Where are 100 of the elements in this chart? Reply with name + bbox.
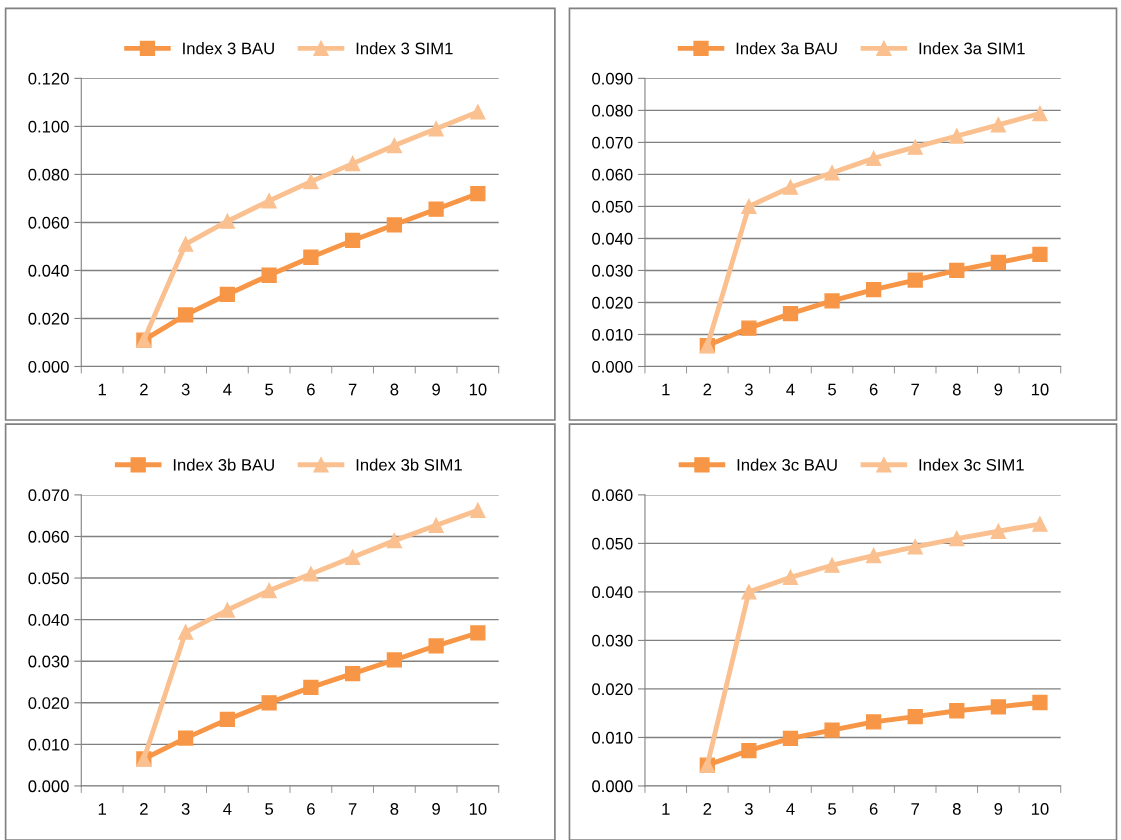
point: [303, 566, 319, 582]
x-tick-label: 9: [432, 383, 440, 396]
x-tick-label: 6: [307, 383, 315, 396]
y-tick-label: 0.040: [28, 264, 69, 277]
point: [741, 198, 757, 215]
point: [386, 217, 403, 233]
point: [990, 254, 1006, 271]
x-tick-label: 3: [744, 383, 753, 396]
point: [949, 530, 965, 547]
x-tick-label: 10: [1031, 383, 1049, 396]
y-tick-label: 0.060: [28, 216, 69, 229]
point: [741, 742, 757, 759]
x-tick-label: 6: [869, 803, 878, 815]
x-tick-label: 7: [348, 383, 357, 396]
y-tick-label: 0.020: [592, 296, 633, 309]
point: [219, 602, 236, 618]
x-tick-label: 4: [786, 383, 795, 396]
x-tick-label: 2: [703, 803, 712, 815]
point: [177, 624, 194, 640]
point: [219, 286, 236, 303]
point: [219, 213, 236, 229]
point: [303, 679, 319, 696]
x-tick-label: 1: [662, 803, 670, 815]
x-tick-label: 2: [140, 803, 148, 815]
point: [782, 569, 799, 585]
y-tick-label: 0.070: [592, 136, 633, 149]
point: [949, 128, 965, 144]
x-tick-label: 10: [1031, 803, 1049, 815]
y-tick-label: 0.060: [592, 168, 633, 181]
x-tick-label: 3: [744, 803, 753, 815]
x-tick-label: 3: [181, 383, 190, 396]
point: [741, 584, 757, 600]
point: [1032, 516, 1048, 532]
y-tick-label: 0.010: [592, 328, 633, 341]
x-tick-label: 2: [703, 383, 712, 396]
x-tick-label: 8: [390, 383, 399, 396]
y-tick-label: 0.080: [28, 168, 69, 181]
point: [824, 722, 840, 738]
y-tick-label: 0.120: [28, 72, 69, 85]
point: [261, 193, 277, 209]
y-tick-label: 0.000: [592, 360, 633, 373]
legend-label: Index 3a BAU: [736, 42, 837, 55]
x-tick-label: 1: [98, 803, 106, 815]
point: [949, 703, 965, 719]
point: [344, 155, 361, 172]
point: [907, 139, 923, 155]
point: [344, 666, 361, 682]
point: [907, 272, 923, 288]
y-tick-label: 0.030: [28, 655, 69, 668]
y-tick-label: 0.060: [592, 489, 633, 502]
x-tick-label: 6: [869, 383, 878, 396]
legend-label: Index 3a SIM1: [919, 42, 1025, 55]
point: [824, 293, 840, 309]
y-tick-label: 0.020: [28, 697, 69, 709]
x-tick-label: 1: [98, 383, 106, 396]
x-tick-label: 5: [265, 803, 274, 815]
x-tick-label: 5: [828, 803, 836, 815]
y-tick-label: 0.000: [592, 780, 633, 793]
y-tick-label: 0.030: [592, 264, 633, 277]
x-tick-label: 7: [911, 383, 919, 396]
y-tick-label: 0.040: [592, 232, 633, 245]
y-tick-label: 0.050: [28, 572, 69, 585]
point: [907, 539, 923, 555]
point: [824, 557, 840, 573]
x-tick-label: 5: [828, 383, 836, 396]
x-tick-label: 6: [307, 803, 315, 815]
y-tick-label: 0.050: [592, 200, 633, 213]
point: [344, 549, 361, 565]
y-tick-label: 0.030: [592, 634, 633, 647]
point: [261, 582, 277, 599]
x-tick-label: 9: [432, 803, 440, 815]
y-tick-label: 0.000: [28, 780, 69, 793]
point: [303, 173, 319, 190]
x-tick-label: 7: [348, 803, 357, 815]
x-tick-label: 2: [140, 383, 148, 396]
point: [386, 137, 403, 154]
point: [261, 267, 277, 283]
point: [470, 502, 486, 518]
point: [990, 117, 1006, 133]
point: [1032, 105, 1048, 122]
point: [990, 699, 1006, 715]
x-tick-label: 10: [469, 383, 487, 396]
x-tick-label: 7: [911, 803, 919, 815]
point: [386, 652, 403, 668]
x-tick-label: 4: [223, 383, 232, 396]
x-tick-label: 4: [786, 803, 795, 815]
x-tick-label: 1: [662, 383, 670, 396]
x-tick-label: 9: [994, 803, 1003, 815]
x-tick-label: 10: [469, 803, 487, 815]
legend-label: Index 3b BAU: [173, 458, 274, 471]
x-tick-label: 9: [994, 383, 1003, 396]
point: [1032, 694, 1048, 711]
y-tick-label: 0.050: [592, 537, 633, 550]
point: [261, 695, 277, 711]
point: [470, 625, 486, 641]
point: [782, 730, 799, 747]
point: [865, 714, 882, 730]
point: [470, 185, 486, 202]
point: [865, 547, 882, 564]
point: [428, 201, 444, 217]
